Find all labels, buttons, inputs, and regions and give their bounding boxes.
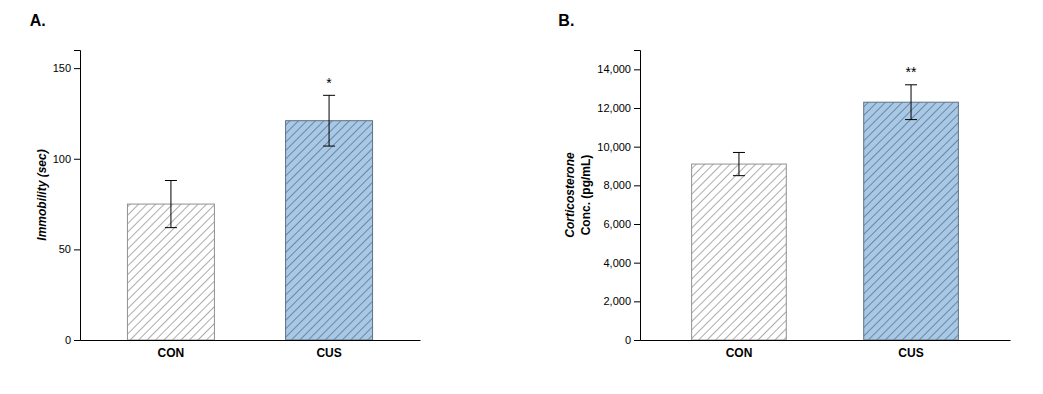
error-bar — [733, 152, 745, 175]
tick: CON — [158, 346, 185, 360]
tick: CUS — [316, 346, 341, 360]
error-cap — [733, 152, 745, 153]
chart: CON CUS 0 50 100 150 Immobility (sec) * A. CON CUS… — [0, 0, 1043, 394]
tick-mark — [74, 68, 80, 69]
tick-mark — [74, 159, 80, 160]
axis-line — [641, 340, 1011, 341]
x-axis: CON CUS — [81, 341, 421, 360]
tick-label: 6,000 — [603, 218, 631, 230]
tick: CON — [726, 346, 753, 360]
axis-line — [74, 51, 81, 341]
tick-label: 100 — [53, 153, 71, 165]
significance: ** — [906, 64, 917, 80]
marks — [692, 85, 959, 340]
marks — [127, 95, 372, 340]
significance: * — [326, 75, 332, 91]
tick-mark — [634, 147, 640, 148]
tick: 10,000 — [597, 141, 640, 153]
y-axis-title: Conc. (pg/mL) — [579, 155, 593, 236]
tick-mark — [634, 108, 640, 109]
y-axis-title: Corticosterone — [563, 152, 577, 238]
tick-label: CON — [158, 346, 185, 360]
bar — [864, 102, 959, 340]
error-cap — [905, 119, 917, 120]
y-axis: 0 50 100 150 — [53, 51, 81, 347]
tick: 6,000 — [603, 218, 640, 230]
tick-label: CON — [726, 346, 753, 360]
tick-mark — [634, 185, 640, 186]
tick: CUS — [898, 346, 923, 360]
title: A. — [30, 12, 46, 29]
tick: 12,000 — [597, 102, 640, 114]
error-line — [170, 181, 171, 228]
tick-label: 0 — [625, 334, 631, 346]
tick: 14,000 — [597, 63, 640, 75]
tick-mark — [634, 340, 640, 341]
tick-label: 8,000 — [603, 179, 631, 191]
bar — [692, 164, 787, 340]
tick-label: 10,000 — [597, 141, 631, 153]
tick-label: 14,000 — [597, 63, 631, 75]
tick: 2,000 — [603, 295, 640, 307]
tick-mark — [74, 340, 80, 341]
tick-mark — [634, 69, 640, 70]
error-bar — [905, 85, 917, 120]
tick-mark — [634, 224, 640, 225]
error-cap — [323, 146, 335, 147]
error-cap — [733, 175, 745, 176]
tick-label: 2,000 — [603, 295, 631, 307]
tick-mark — [634, 301, 640, 302]
tick: 150 — [53, 62, 80, 74]
error-bar — [323, 95, 335, 146]
tick: 0 — [65, 334, 80, 346]
tick: 4,000 — [603, 257, 640, 269]
axis-line — [81, 340, 421, 341]
tick-label: 150 — [53, 62, 71, 74]
tick-label: CUS — [316, 346, 341, 360]
tick: 0 — [625, 334, 640, 346]
y-axis-title: Immobility (sec) — [35, 149, 49, 240]
tick: 8,000 — [603, 179, 640, 191]
bar — [286, 121, 373, 340]
tick-label: 0 — [65, 334, 71, 346]
error-cap — [323, 95, 335, 96]
panel: CON CUS 0 50 100 150 Immobility (sec) * — [35, 51, 421, 360]
tick: 100 — [53, 153, 80, 165]
tick-mark — [74, 249, 80, 250]
error-line — [738, 152, 739, 175]
tick-label: 12,000 — [597, 102, 631, 114]
panel: CON CUS 0 2,000 4,000 6,000 8,000 10,000 12,000 1… — [563, 51, 1010, 360]
error-bar — [165, 181, 177, 228]
x-axis: CON CUS — [641, 341, 1011, 360]
error-line — [329, 95, 330, 146]
error-line — [911, 85, 912, 120]
tick-mark — [634, 263, 640, 264]
error-cap — [165, 180, 177, 181]
y-axis: 0 2,000 4,000 6,000 8,000 10,000 12,000 14,000 — [597, 51, 640, 347]
error-cap — [165, 227, 177, 228]
error-cap — [905, 84, 917, 85]
tick-label: 4,000 — [603, 257, 631, 269]
title: B. — [558, 12, 574, 29]
axis-line — [634, 51, 641, 341]
tick: 50 — [59, 243, 80, 255]
tick-label: 50 — [59, 243, 71, 255]
tick-label: CUS — [898, 346, 923, 360]
